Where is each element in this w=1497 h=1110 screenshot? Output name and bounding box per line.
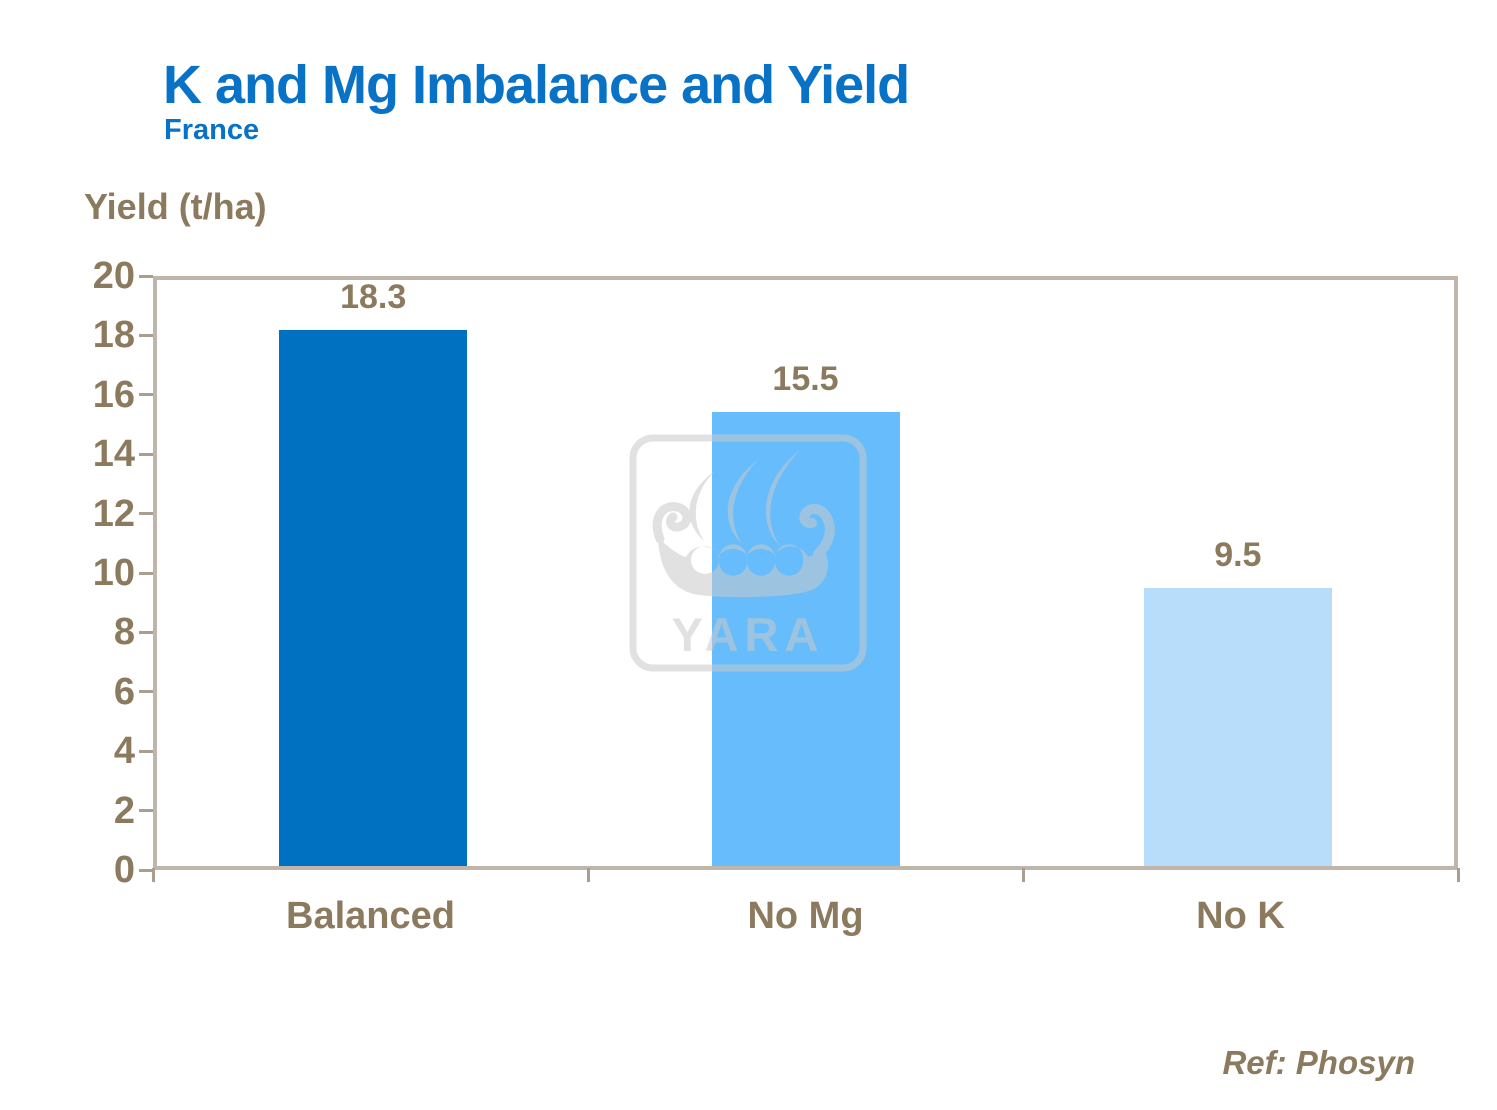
y-axis-tick-mark [139, 749, 153, 753]
y-axis-tick-mark [139, 512, 153, 516]
x-axis-tick-mark [586, 868, 590, 882]
y-axis-tick-mark [139, 452, 153, 456]
x-category-label: No Mg [747, 895, 864, 937]
y-axis-tick-label: 8 [113, 611, 135, 654]
y-axis-tick-mark [139, 809, 153, 813]
y-axis-tick-label: 16 [92, 373, 135, 416]
x-axis-tick-mark [1021, 868, 1025, 882]
y-axis-tick-mark [139, 868, 153, 872]
chart-title: K and Mg Imbalance and Yield [163, 55, 910, 115]
y-axis-tick-mark [139, 571, 153, 575]
y-axis-tick-mark [139, 274, 153, 278]
chart-subtitle: France [164, 114, 260, 146]
y-axis-tick-label: 18 [92, 314, 135, 357]
x-category-label: No K [1196, 895, 1285, 937]
bar-no-k [1143, 587, 1332, 866]
reference-note: Ref: Phosyn [1222, 1044, 1415, 1081]
plot-area: 18.3 15.5 9.5 [153, 276, 1458, 870]
bar-value-label: 18.3 [340, 277, 407, 316]
x-axis-tick-mark [151, 868, 155, 882]
x-category-label: Balanced [286, 895, 455, 937]
bar-no-mg [711, 411, 900, 866]
bar-value-label: 15.5 [772, 359, 839, 398]
y-axis-tick-label: 4 [113, 730, 135, 773]
y-axis-tick-label: 12 [92, 492, 135, 535]
y-axis-tick-label: 2 [113, 789, 135, 832]
y-axis-tick-label: 20 [92, 255, 135, 297]
bar-value-label: 9.5 [1214, 535, 1262, 574]
y-axis-title: Yield (t/ha) [84, 186, 267, 227]
bar-balanced [279, 329, 468, 866]
y-axis-tick-label: 6 [113, 670, 135, 713]
y-axis-tick-mark [139, 393, 153, 397]
y-axis-tick-label: 10 [92, 552, 135, 594]
x-axis-tick-mark [1456, 868, 1460, 882]
y-axis-tick-label: 14 [92, 433, 135, 476]
y-axis-tick-label: 0 [113, 849, 135, 891]
y-axis-tick-mark [139, 690, 153, 694]
y-axis-tick-mark [139, 630, 153, 634]
y-axis-tick-mark [139, 333, 153, 337]
